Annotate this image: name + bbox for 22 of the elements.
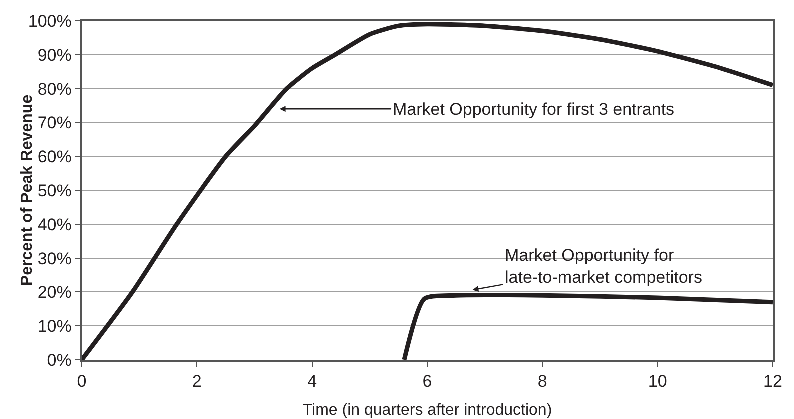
x-axis-title: Time (in quarters after introduction) <box>302 402 552 419</box>
y-tick-label: 20% <box>38 283 72 302</box>
y-tick-label: 50% <box>38 181 72 200</box>
x-tick-label: 2 <box>192 372 202 392</box>
y-tick-label: 70% <box>38 114 72 133</box>
x-tick-label: 0 <box>77 372 87 392</box>
x-tick-label: 4 <box>308 372 318 392</box>
y-tick-label: 30% <box>38 249 72 268</box>
y-tick-label: 60% <box>38 148 72 167</box>
y-tick-label: 10% <box>38 317 72 336</box>
y-tick-label: 90% <box>38 46 72 65</box>
x-tick-label: 6 <box>422 372 432 392</box>
annotation: Market Opportunity for late-to-market competitors <box>505 246 702 288</box>
y-tick-label: 0% <box>47 350 72 370</box>
y-tick-label: 40% <box>38 215 72 234</box>
y-axis-title: Percent of Peak Revenue <box>18 94 36 286</box>
y-tick-label: 100% <box>28 12 72 31</box>
annotation: Market Opportunity for first 3 entrants <box>393 100 675 119</box>
y-tick-label: 80% <box>38 80 72 99</box>
x-tick-label: 12 <box>764 372 782 392</box>
x-tick-label: 10 <box>648 372 668 392</box>
x-tick-label: 8 <box>538 372 548 392</box>
